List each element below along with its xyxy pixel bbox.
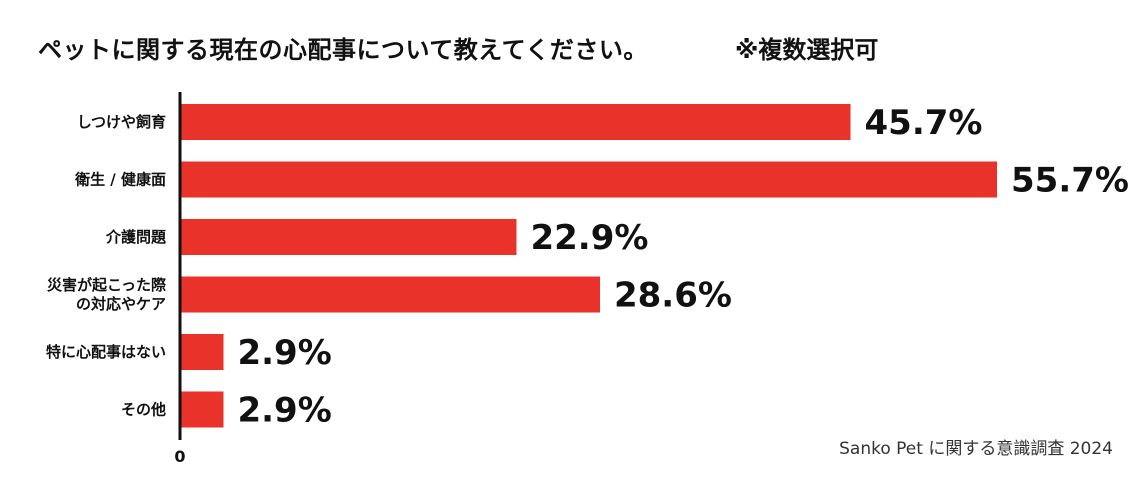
value-label-2: 22.9% bbox=[530, 218, 648, 258]
bar-5 bbox=[181, 391, 224, 428]
x-tick-label-0: 0 bbox=[174, 447, 185, 466]
chart-title: ペットに関する現在の心配事について教えてください。 bbox=[38, 36, 648, 64]
value-label-4: 2.9% bbox=[237, 333, 331, 373]
category-label-1: 衛生 / 健康面 bbox=[74, 171, 166, 189]
bar-4 bbox=[181, 334, 224, 370]
category-label-4: 特に心配事はない bbox=[46, 343, 166, 361]
value-label-1: 55.7% bbox=[1011, 161, 1129, 201]
bar-1 bbox=[181, 161, 997, 198]
category-label-3-line-1: の対応やケア bbox=[76, 295, 166, 313]
category-label-5: その他 bbox=[121, 401, 166, 419]
value-label-5: 2.9% bbox=[237, 391, 331, 431]
bars-group bbox=[181, 104, 997, 428]
category-label-0: しつけや飼育 bbox=[77, 113, 166, 131]
bar-2 bbox=[181, 219, 517, 255]
category-label-2: 介護問題 bbox=[105, 228, 167, 246]
source-caption: Sanko Pet に関する意識調査 2024 bbox=[839, 439, 1113, 459]
value-label-0: 45.7% bbox=[865, 103, 983, 143]
bar-0 bbox=[181, 104, 851, 140]
multiple-choice-note: ※複数選択可 bbox=[735, 36, 879, 64]
category-label-3-line-0: 災害が起こった際 bbox=[47, 276, 167, 294]
bar-3 bbox=[181, 276, 600, 313]
value-label-3: 28.6% bbox=[614, 276, 732, 316]
value-labels-group: 45.7% 55.7% 22.9% 28.6% 2.9% 2.9% bbox=[237, 103, 1128, 431]
